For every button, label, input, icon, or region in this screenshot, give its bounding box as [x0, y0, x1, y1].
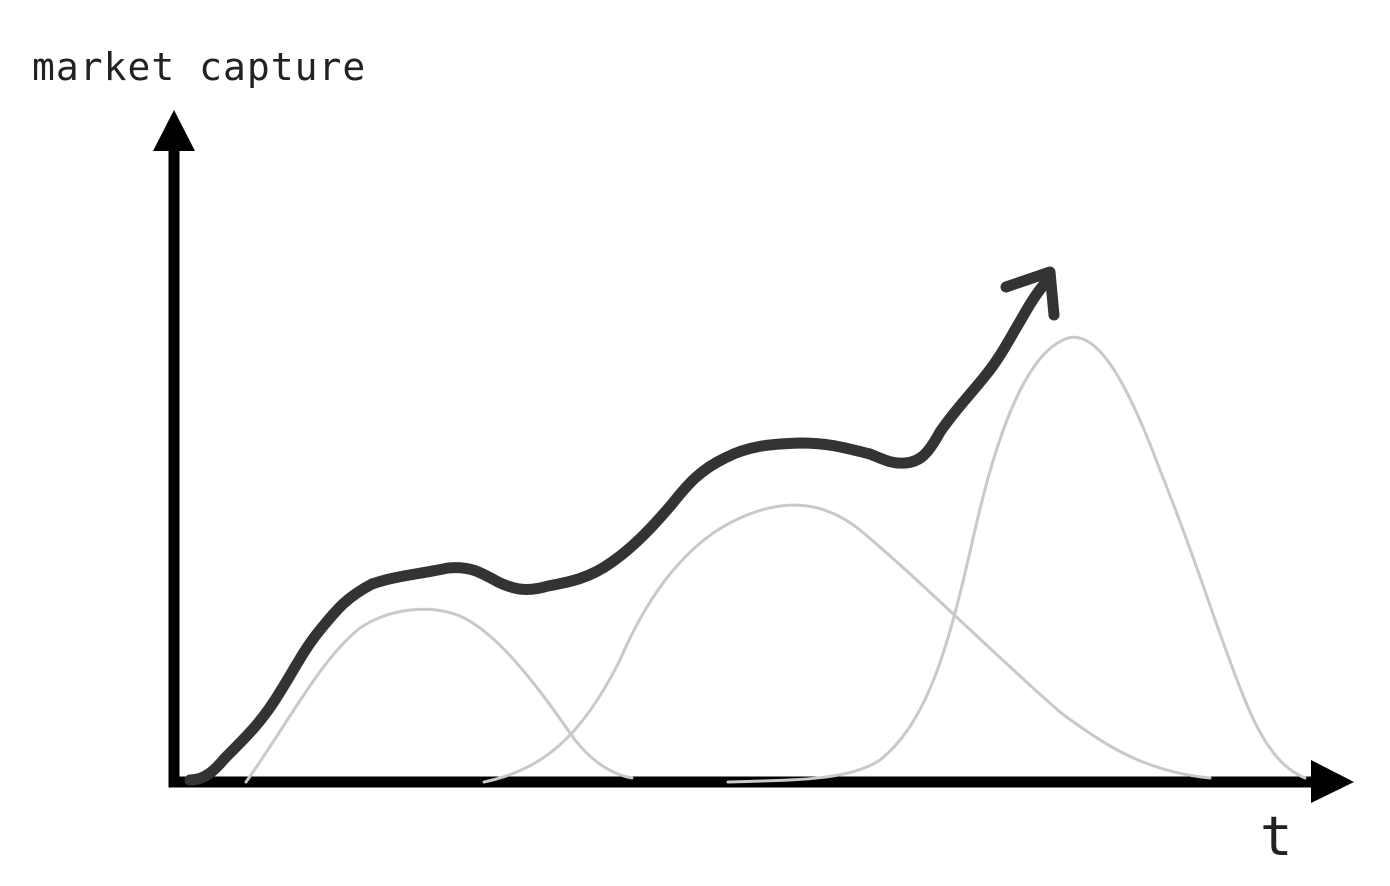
y-axis-arrowhead [153, 110, 195, 151]
total-market-curve [184, 266, 1060, 786]
axes [153, 110, 1354, 803]
y-axis-label: market capture [32, 45, 366, 89]
component-curve-3 [726, 335, 1307, 784]
total-curve-line [184, 272, 1056, 786]
x-axis-arrowhead [1311, 760, 1354, 803]
component-curves [244, 335, 1307, 784]
component-curve-2 [482, 503, 1212, 784]
total-curve-arrowhead [1000, 266, 1060, 321]
component-curve-1 [244, 607, 634, 784]
x-axis-label: t [1260, 805, 1293, 868]
